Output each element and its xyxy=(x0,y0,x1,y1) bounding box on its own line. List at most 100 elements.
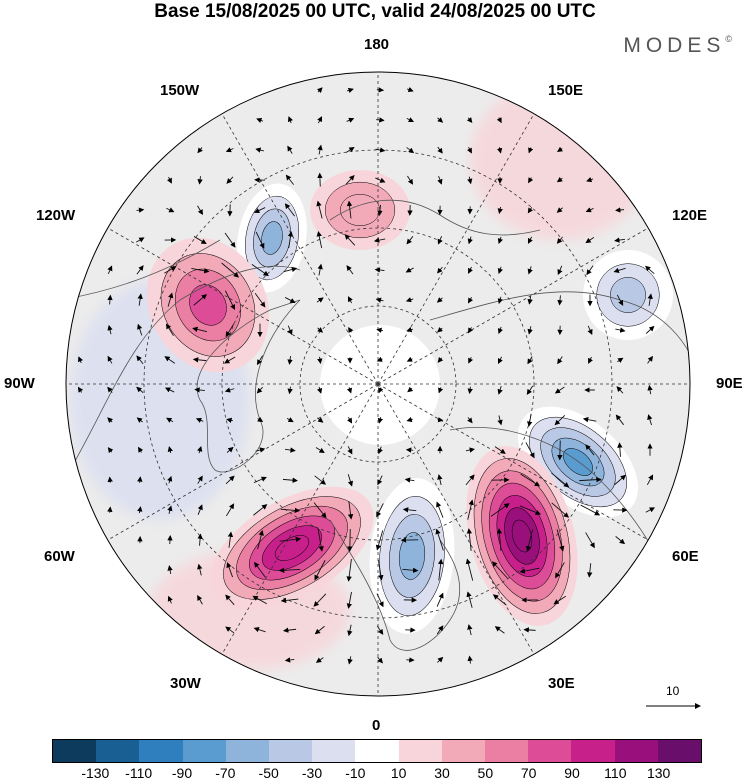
wind-vector xyxy=(437,417,444,423)
wind-vector xyxy=(107,506,113,513)
wind-vector xyxy=(347,416,353,424)
wind-vector xyxy=(316,231,323,249)
wind-vector xyxy=(221,262,240,278)
wind-vector xyxy=(466,591,473,608)
colorbar-tick-label: -30 xyxy=(301,765,323,781)
wind-vector xyxy=(615,327,626,333)
wind-vector xyxy=(468,327,474,334)
wind-vector xyxy=(376,625,384,635)
wind-vector xyxy=(437,356,444,363)
wind-vector xyxy=(376,356,383,362)
wind-vector xyxy=(406,86,414,93)
coast-greenland xyxy=(196,299,301,473)
wind-vector xyxy=(556,146,563,152)
coast-europe xyxy=(329,519,460,651)
wind-vector xyxy=(347,296,353,304)
colorbar-swatch xyxy=(398,740,442,762)
wind-vector xyxy=(557,265,563,276)
wind-vector xyxy=(253,476,267,484)
brand-mark: © xyxy=(725,34,732,44)
wind-vector xyxy=(555,562,565,579)
wind-vector xyxy=(346,200,353,219)
anomaly-high-europe xyxy=(466,446,578,626)
wind-vector xyxy=(406,416,413,423)
wind-vector xyxy=(404,477,415,483)
colorbar-swatch xyxy=(139,740,183,762)
chart-title: Base 15/08/2025 00 UTC, valid 24/08/2025… xyxy=(154,1,596,22)
wind-vector xyxy=(225,626,235,634)
wind-vector xyxy=(317,116,323,124)
wind-vector xyxy=(377,204,383,216)
wind-vector xyxy=(257,416,264,423)
wind-vector xyxy=(519,505,541,515)
wind-vector xyxy=(347,624,353,637)
wind-vector xyxy=(467,624,473,636)
wind-vector xyxy=(406,147,415,154)
wind-vector xyxy=(257,530,264,550)
wind-vector xyxy=(405,297,414,303)
wind-vector xyxy=(225,594,235,606)
wind-vector xyxy=(436,592,444,607)
colorbar-swatch xyxy=(182,740,226,762)
wind-vector xyxy=(287,355,293,365)
brand-name: MODES xyxy=(623,34,726,57)
wind-vector xyxy=(164,387,175,393)
lon-label-180: 180 xyxy=(364,36,390,53)
colorbar-tick-label: 90 xyxy=(564,765,580,781)
wind-vector xyxy=(497,206,503,214)
wind-vector xyxy=(192,326,208,333)
wind-vector xyxy=(164,356,176,364)
wind-vector xyxy=(467,236,473,245)
colorbar-tick-label: -70 xyxy=(215,765,236,781)
wind-vector xyxy=(317,529,324,552)
wind-vector xyxy=(136,237,145,243)
wind-vector xyxy=(256,355,263,366)
lon-label-90e: 90E xyxy=(716,375,743,392)
wind-vector xyxy=(615,536,626,545)
anomaly-contour xyxy=(563,448,593,476)
wind-vector xyxy=(496,117,502,124)
wind-vector xyxy=(466,146,472,154)
wind-vector xyxy=(551,502,570,518)
lon-label-150e: 150E xyxy=(548,82,584,99)
wind-vector xyxy=(375,297,384,303)
wind-vector xyxy=(165,323,174,336)
wind-vector xyxy=(313,593,327,607)
wind-vector xyxy=(556,207,563,213)
wind-vector xyxy=(436,501,444,518)
colorbar-tick-label: -110 xyxy=(125,765,153,781)
wind-vector xyxy=(282,477,298,483)
wind-vector xyxy=(377,417,384,424)
wind-vector xyxy=(435,528,444,551)
wind-vector xyxy=(615,207,625,213)
wind-vector xyxy=(136,417,143,423)
wind-vector xyxy=(254,561,266,578)
meridian-line xyxy=(107,227,379,385)
wind-vector xyxy=(556,529,565,552)
wind-vector xyxy=(402,567,419,573)
wind-vector xyxy=(556,176,563,183)
wind-vector xyxy=(494,446,506,454)
wind-vector xyxy=(107,447,114,454)
coast-north-america xyxy=(66,239,301,471)
wind-vector xyxy=(554,386,565,394)
colorbar-swatch xyxy=(96,740,140,762)
wind-vector xyxy=(284,297,296,303)
wind-vector xyxy=(525,442,535,459)
brand-logo: MODES© xyxy=(623,34,732,58)
wind-vector xyxy=(374,267,385,273)
wind-vector xyxy=(497,415,503,426)
wind-vector xyxy=(197,445,203,454)
wind-vector xyxy=(197,594,203,605)
wind-vector xyxy=(527,413,533,427)
wind-vector xyxy=(467,417,473,424)
wind-vector xyxy=(553,595,567,605)
wind-vector xyxy=(317,263,323,276)
wind-vector xyxy=(617,442,623,457)
wind-vector xyxy=(376,327,383,333)
wind-vector xyxy=(197,563,203,576)
wind-vector xyxy=(645,507,656,513)
wind-vector xyxy=(647,384,653,395)
wind-vector xyxy=(375,530,384,551)
wind-vector xyxy=(255,147,264,153)
